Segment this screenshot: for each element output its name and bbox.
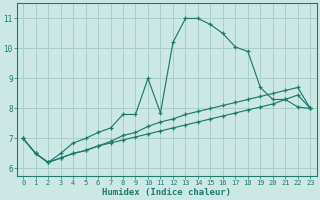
X-axis label: Humidex (Indice chaleur): Humidex (Indice chaleur) (102, 188, 231, 197)
